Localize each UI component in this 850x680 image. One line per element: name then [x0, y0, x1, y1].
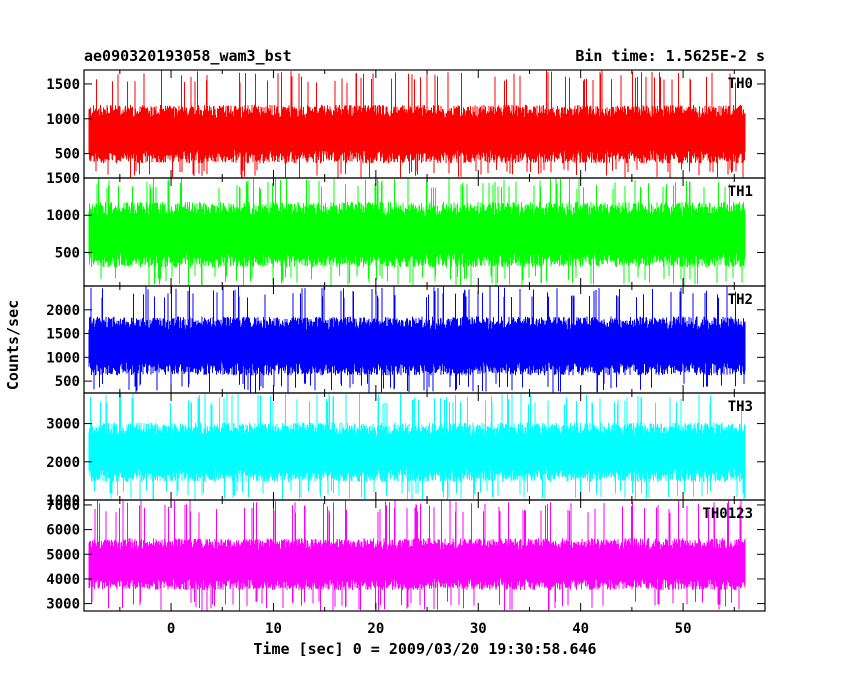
- panel-th2: 500 1000 1500 2000 TH2: [46, 285, 766, 394]
- series-th1: [88, 178, 746, 286]
- y-tick-label: 5000: [46, 547, 80, 563]
- y-axis-label: Counts/sec: [4, 300, 22, 390]
- bin-time-label: Bin time: 1.5625E-2 s: [575, 47, 765, 65]
- y-tick-label: 1500: [46, 77, 80, 93]
- x-tick-label: 20: [367, 621, 384, 637]
- y-tick-label: 6000: [46, 523, 80, 539]
- y-tick-label: 1000: [46, 112, 80, 128]
- panel-label-th3: TH3: [728, 399, 753, 415]
- panel-label-th2: TH2: [728, 292, 753, 308]
- panel-frame: [83, 499, 766, 612]
- x-axis: 0 10 20 30 40 50: [167, 621, 692, 637]
- y-tick-label: 500: [55, 245, 80, 261]
- x-tick-label: 40: [572, 621, 589, 637]
- panel-label-th0123: TH0123: [702, 506, 753, 522]
- panel-th0: 500 1000 1500 TH0: [46, 69, 766, 179]
- y-tick-label: 7000: [46, 498, 80, 514]
- y-tick-label: 2000: [46, 303, 80, 319]
- x-tick-label: 30: [470, 621, 487, 637]
- y-tick-label: 500: [55, 374, 80, 390]
- series-th0: [88, 70, 746, 178]
- panel-th0123: 3000 4000 5000 6000 7000 TH0123: [46, 498, 766, 613]
- x-axis-label: Time [sec] 0 = 2009/03/20 19:30:58.646: [253, 640, 596, 658]
- x-tick-label: 0: [167, 621, 175, 637]
- y-tick-label: 1000: [46, 208, 80, 224]
- series-th3: [88, 393, 746, 500]
- panel-th1: 500 1000 1500 TH1: [46, 171, 766, 287]
- y-tick-label: 2000: [46, 455, 80, 471]
- y-tick-label: 1500: [46, 327, 80, 343]
- y-tick-label: 3000: [46, 417, 80, 433]
- x-tick-label: 50: [675, 621, 692, 637]
- x-tick-label: 10: [265, 621, 282, 637]
- y-tick-label: 1000: [46, 493, 80, 509]
- panel-th3: 1000 2000 3000 TH3: [46, 392, 766, 509]
- y-tick-label: 4000: [46, 572, 80, 588]
- panels-group: 500 1000 1500 TH0 500 1000 1500 TH1 500 1000 1500 2…: [46, 69, 766, 613]
- y-tick-label: 1500: [46, 171, 80, 187]
- series-th2: [88, 286, 746, 393]
- y-tick-label: 500: [55, 147, 80, 163]
- y-tick-label: 3000: [46, 597, 80, 613]
- y-tick-label: 1000: [46, 350, 80, 366]
- panel-label-th1: TH1: [728, 184, 753, 200]
- series-th0123: [88, 500, 746, 611]
- observation-title: ae090320193058_wam3_bst: [84, 47, 292, 65]
- panel-label-th0: TH0: [728, 76, 753, 92]
